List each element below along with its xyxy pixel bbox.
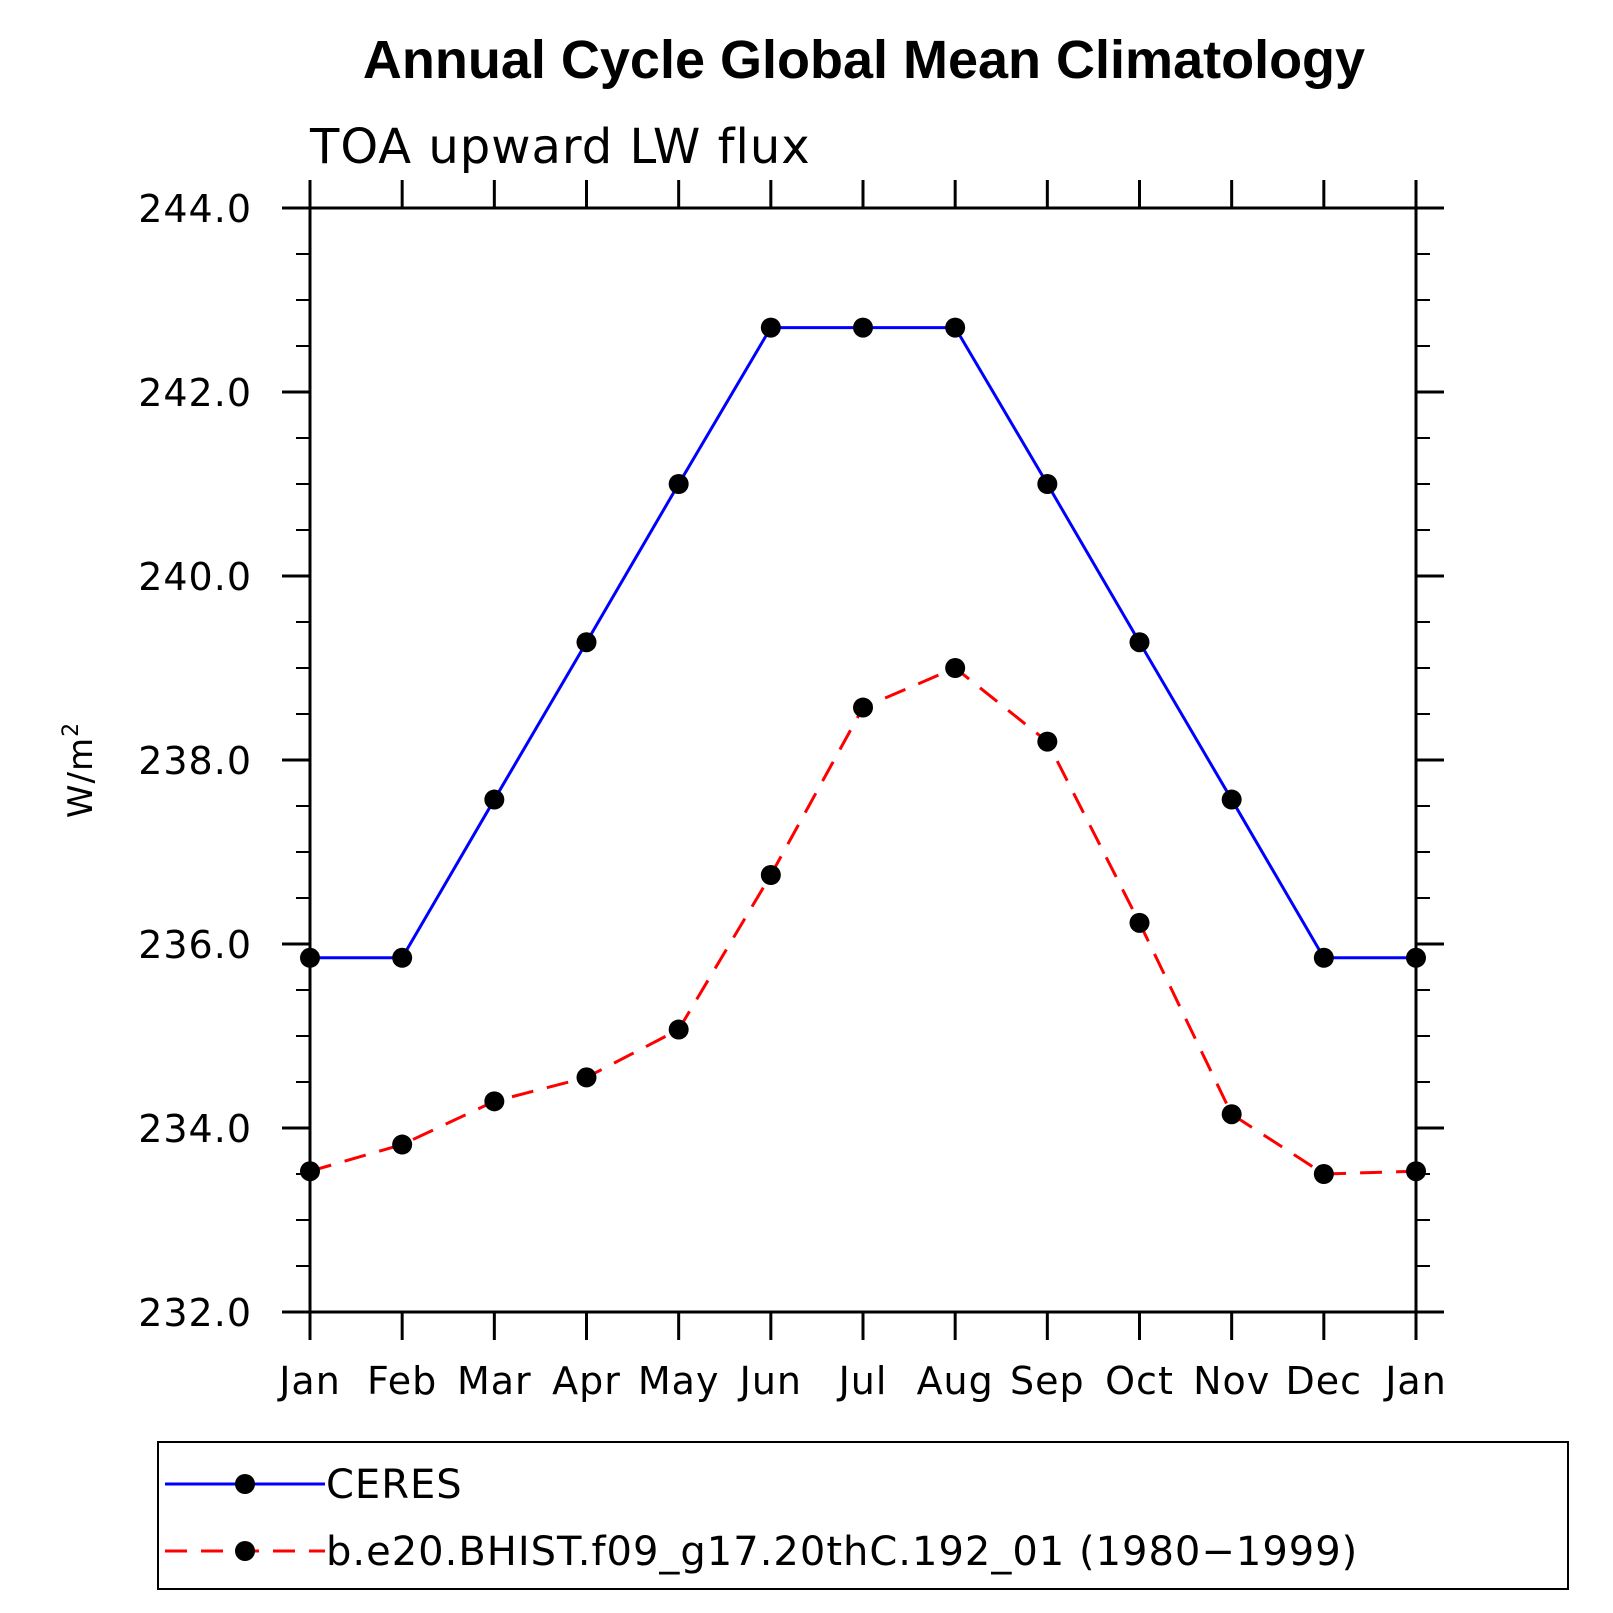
series-0-point (760, 317, 781, 338)
series-1-point (1313, 1164, 1334, 1184)
series-0-point (853, 317, 873, 338)
series-1-point (945, 658, 966, 678)
x-tick-label: Apr (552, 1359, 621, 1403)
series-line-1 (309, 666, 1417, 1176)
y-tick-label: 240.0 (138, 555, 252, 599)
x-axis-tick-labels: Jan Feb Mar Apr May Jun Jul Aug Sep Oct Nov Dec Jan (277, 1359, 1447, 1403)
y-tick-label: 238.0 (138, 739, 252, 783)
chart-title: Annual Cycle Global Mean Climatology (363, 30, 1365, 90)
y-tick-label: 244.0 (138, 187, 252, 231)
series-0-point (300, 947, 320, 968)
y-tick-label: 234.0 (138, 1107, 252, 1151)
series-0-point (392, 947, 413, 968)
series-0-point (1313, 947, 1334, 968)
legend-label-ceres: CERES (326, 1462, 463, 1508)
legend-marker-ceres (235, 1474, 255, 1494)
y-tick-label: 232.0 (138, 1291, 252, 1335)
series-1-point (576, 1067, 597, 1088)
y-tick-label: 242.0 (138, 371, 252, 415)
x-axis-ticks (308, 180, 1418, 1340)
y-axis-tick-labels: 232.0 234.0 236.0 238.0 240.0 242.0 244.0 (138, 187, 252, 1335)
x-tick-label: Aug (917, 1359, 994, 1403)
series-1-point (668, 1019, 689, 1040)
series-0-point (668, 474, 689, 494)
x-tick-label: May (638, 1359, 720, 1403)
x-tick-label: Oct (1105, 1359, 1174, 1403)
series-line-0 (310, 326, 1416, 960)
legend: CERES b.e20.BHIST.f09_g17.20thC.192_01 (… (157, 1441, 1569, 1590)
series-1-point (392, 1134, 413, 1155)
x-tick-label: Jun (738, 1359, 802, 1403)
series-1-point (1406, 1161, 1426, 1182)
legend-box (157, 1441, 1569, 1590)
series-0-point (945, 317, 966, 338)
series-0-point (1221, 789, 1242, 810)
y-axis-ticks (282, 206, 1444, 1314)
x-tick-label: Feb (367, 1359, 437, 1403)
series-1-point (1221, 1104, 1242, 1125)
series-0-point (1129, 632, 1150, 653)
series-0-point (1037, 474, 1058, 494)
legend-label-model: b.e20.BHIST.f09_g17.20thC.192_01 (1980−1… (326, 1529, 1358, 1575)
x-tick-label: Dec (1286, 1359, 1363, 1403)
series-1-point (300, 1161, 320, 1182)
y-tick-label: 236.0 (138, 923, 252, 967)
series-1-point (760, 865, 781, 885)
y-axis-label: W/m2 (59, 722, 101, 818)
series-layer (300, 317, 1426, 1184)
plot-frame (308, 206, 1418, 1314)
series-1-point (1037, 731, 1058, 752)
series-1-point (484, 1091, 505, 1112)
x-tick-label: Jan (277, 1359, 341, 1403)
y-axis-label-text: W/m (61, 737, 101, 818)
x-tick-label: Mar (457, 1359, 532, 1403)
series-0-point (1406, 947, 1426, 968)
x-tick-label: Jul (837, 1359, 888, 1403)
series-1-point (853, 697, 873, 718)
series-0-point (576, 632, 597, 653)
series-0-point (484, 789, 505, 810)
series-1-point (1129, 912, 1150, 933)
legend-marker-model (235, 1541, 255, 1561)
chart-subtitle: TOA upward LW flux (309, 119, 811, 175)
y-axis-label-superscript: 2 (59, 722, 84, 737)
x-tick-label: Jan (1383, 1359, 1447, 1403)
x-tick-label: Sep (1010, 1359, 1085, 1403)
x-tick-label: Nov (1193, 1359, 1270, 1403)
